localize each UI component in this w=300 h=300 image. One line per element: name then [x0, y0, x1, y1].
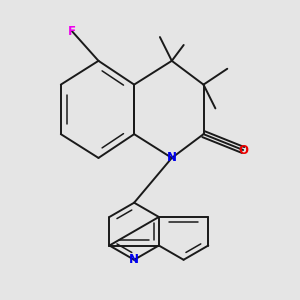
Text: F: F	[68, 25, 76, 38]
Text: N: N	[167, 152, 177, 164]
Text: O: O	[238, 143, 248, 157]
Text: N: N	[129, 253, 139, 266]
